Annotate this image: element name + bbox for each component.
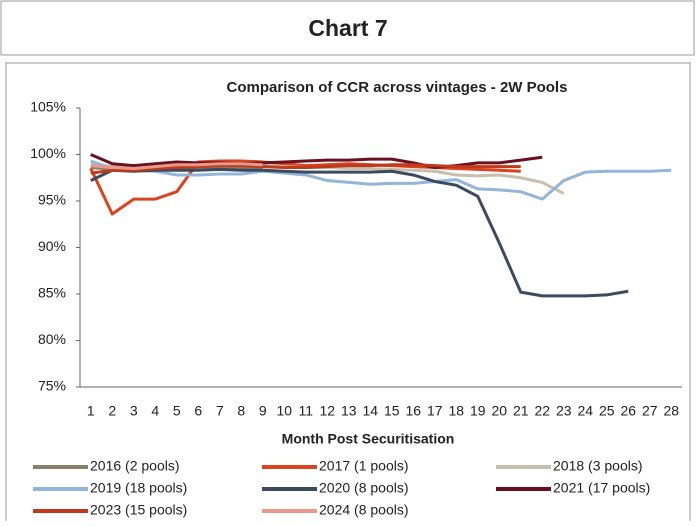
legend-label: 2021 (17 pools) [553, 480, 650, 496]
y-tick-label: 100% [30, 145, 66, 161]
series-line [90, 153, 543, 170]
x-tick-label: 25 [599, 403, 615, 419]
legend-label: 2017 (1 pools) [319, 458, 409, 474]
legend-label: 2019 (18 pools) [90, 480, 187, 496]
y-tick-label: 90% [38, 238, 66, 254]
y-tick-label: 85% [38, 285, 66, 301]
x-tick-label: 27 [642, 403, 658, 419]
y-tick-label: 80% [38, 331, 66, 347]
series-line [89, 159, 521, 216]
x-tick-label: 24 [577, 403, 593, 419]
x-tick-label: 19 [470, 403, 486, 419]
x-tick-label: 20 [491, 403, 507, 419]
x-tick-label: 2 [108, 403, 116, 419]
y-tick-label: 95% [38, 192, 66, 208]
x-tick-label: 18 [448, 403, 464, 419]
x-tick-label: 17 [427, 403, 443, 419]
header-box [0, 0, 695, 56]
legend-label: 2018 (3 pools) [553, 458, 643, 474]
legend-label: 2020 (8 pools) [319, 480, 409, 496]
legend-label: 2016 (2 pools) [90, 458, 180, 474]
x-tick-label: 7 [216, 403, 224, 419]
series-line [90, 159, 672, 201]
x-tick-label: 6 [194, 403, 202, 419]
x-tick-label: 5 [173, 403, 181, 419]
x-tick-label: 11 [298, 403, 313, 419]
series-line [90, 163, 521, 175]
legend-label: 2024 (8 pools) [319, 502, 409, 518]
y-tick-label: 105% [30, 99, 66, 115]
y-tick-label: 75% [38, 378, 66, 394]
x-tick-label: 26 [620, 403, 636, 419]
x-tick-label: 9 [259, 403, 267, 419]
header-title: Chart 7 [308, 15, 387, 41]
x-tick-label: 15 [384, 403, 400, 419]
x-tick-label: 28 [663, 403, 679, 419]
x-tick-label: 23 [556, 403, 572, 419]
x-axis-title: Month Post Securitisation [282, 431, 455, 447]
x-tick-label: 22 [534, 403, 550, 419]
series-line [90, 162, 263, 170]
x-tick-label: 10 [276, 403, 292, 419]
x-tick-label: 21 [513, 403, 529, 419]
x-tick-label: 12 [319, 403, 335, 419]
chart-box [5, 62, 691, 526]
x-tick-label: 14 [362, 403, 378, 419]
x-tick-label: 4 [151, 403, 159, 419]
x-tick-label: 3 [130, 403, 138, 419]
x-tick-label: 13 [341, 403, 357, 419]
x-tick-label: 16 [405, 403, 421, 419]
chart-title: Comparison of CCR across vintages - 2W P… [227, 79, 568, 96]
series-line [90, 167, 629, 298]
x-tick-label: 1 [87, 403, 95, 419]
legend-label: 2023 (15 pools) [90, 502, 187, 518]
x-tick-label: 8 [237, 403, 245, 419]
